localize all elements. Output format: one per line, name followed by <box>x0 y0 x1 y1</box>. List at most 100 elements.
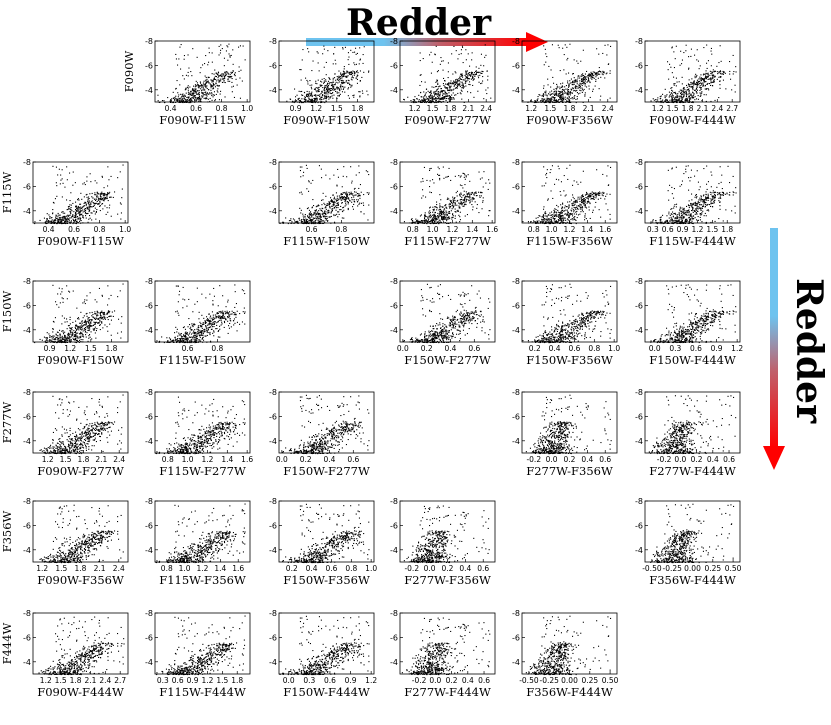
data-point <box>430 220 432 222</box>
data-point <box>584 204 586 206</box>
data-point <box>205 79 207 81</box>
data-point <box>322 192 324 194</box>
data-point <box>558 86 560 88</box>
data-point <box>70 204 72 206</box>
data-point <box>210 87 212 89</box>
data-point <box>75 205 77 207</box>
data-point <box>567 211 569 213</box>
data-point <box>91 196 93 198</box>
data-point <box>71 210 73 212</box>
data-point <box>66 217 68 219</box>
data-point <box>74 216 76 218</box>
data-point <box>212 80 214 82</box>
data-point <box>109 196 111 198</box>
data-point <box>366 192 368 194</box>
data-point <box>95 211 97 213</box>
data-point <box>559 213 561 215</box>
data-point <box>86 196 88 198</box>
data-point <box>553 99 555 101</box>
data-point <box>79 219 81 221</box>
data-point <box>697 82 699 84</box>
data-point <box>444 97 446 99</box>
data-point <box>120 218 122 220</box>
data-point <box>332 97 334 99</box>
data-point <box>688 207 690 209</box>
data-point <box>206 97 208 99</box>
data-point <box>705 88 707 90</box>
data-point <box>322 199 324 201</box>
data-point <box>459 219 461 221</box>
data-point <box>472 84 474 86</box>
data-point <box>456 204 458 206</box>
data-point <box>450 179 452 181</box>
data-point <box>583 202 585 204</box>
data-point <box>472 79 474 81</box>
data-point <box>184 100 186 102</box>
data-point <box>481 208 483 210</box>
data-point <box>436 93 438 95</box>
data-point <box>407 96 409 98</box>
data-point <box>596 169 598 171</box>
data-point <box>723 71 725 73</box>
data-point <box>597 77 599 79</box>
data-point <box>456 81 458 83</box>
data-point <box>561 209 563 211</box>
data-point <box>238 66 240 68</box>
data-point <box>187 87 189 89</box>
data-point <box>561 212 563 214</box>
data-point <box>443 212 445 214</box>
data-point <box>347 207 349 209</box>
data-point <box>297 220 299 222</box>
data-point <box>652 98 654 100</box>
data-point <box>588 85 590 87</box>
data-point <box>558 91 560 93</box>
data-point <box>711 74 713 76</box>
data-point <box>340 81 342 83</box>
data-point <box>542 215 544 217</box>
data-point <box>192 96 194 98</box>
data-point <box>543 85 545 87</box>
data-point <box>97 203 99 205</box>
data-point <box>676 81 678 83</box>
data-point <box>562 218 564 220</box>
data-point <box>424 217 426 219</box>
data-point <box>322 94 324 96</box>
data-point <box>478 81 480 83</box>
data-point <box>593 196 595 198</box>
data-point <box>311 219 313 221</box>
data-point <box>591 75 593 77</box>
data-point <box>678 99 680 101</box>
data-point <box>426 97 428 99</box>
data-point <box>723 72 725 74</box>
data-point <box>558 101 560 103</box>
data-point <box>290 218 292 220</box>
data-point <box>479 196 481 198</box>
data-point <box>691 82 693 84</box>
data-point <box>467 75 469 77</box>
data-point <box>559 97 561 99</box>
data-point <box>208 76 210 78</box>
data-point <box>94 213 96 215</box>
data-point <box>96 194 98 196</box>
data-point <box>542 98 544 100</box>
data-point <box>313 221 315 223</box>
data-point <box>423 97 425 99</box>
data-point <box>424 216 426 218</box>
data-point <box>566 209 568 211</box>
data-point <box>713 80 715 82</box>
data-point <box>312 214 314 216</box>
data-point <box>692 92 694 94</box>
data-point <box>587 77 589 79</box>
data-point <box>199 99 201 101</box>
data-point <box>435 97 437 99</box>
data-point <box>673 84 675 86</box>
data-point <box>435 45 437 47</box>
data-point <box>319 94 321 96</box>
data-point <box>714 194 716 196</box>
data-point <box>699 85 701 87</box>
data-point <box>72 223 74 225</box>
data-point <box>480 191 482 193</box>
data-point <box>66 199 68 201</box>
data-point <box>557 206 559 208</box>
data-point <box>321 94 323 96</box>
